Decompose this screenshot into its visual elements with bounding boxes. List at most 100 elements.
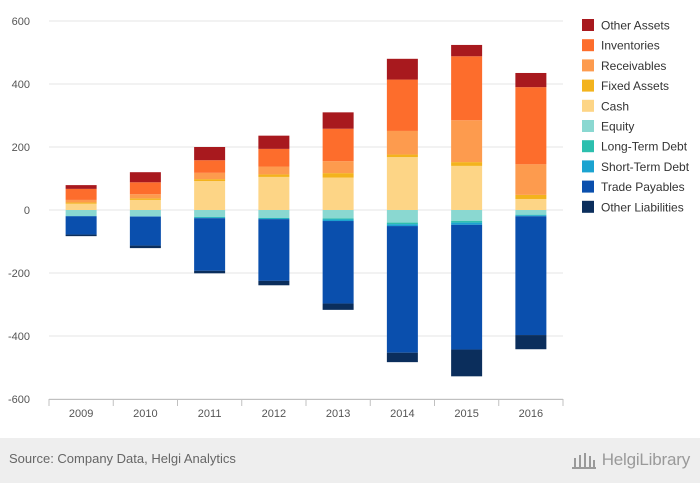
- y-tick-label: -600: [8, 394, 30, 406]
- bar-segment[interactable]: [386, 210, 418, 223]
- legend-label[interactable]: Short-Term Debt: [601, 160, 690, 174]
- bar-segment[interactable]: [322, 221, 354, 304]
- bar-segment[interactable]: [322, 303, 354, 310]
- bar-segment[interactable]: [386, 157, 418, 210]
- bar-segment[interactable]: [451, 165, 483, 210]
- bar-segment[interactable]: [451, 120, 483, 163]
- bar-segment[interactable]: [386, 79, 418, 131]
- bar-segment[interactable]: [65, 216, 97, 235]
- legend-swatch: [582, 99, 594, 112]
- bar-segment[interactable]: [451, 56, 483, 121]
- bar-segment[interactable]: [451, 44, 483, 57]
- bar-segment[interactable]: [515, 335, 547, 350]
- bar-segment[interactable]: [65, 234, 97, 237]
- bar-segment[interactable]: [451, 222, 483, 225]
- legend-label[interactable]: Receivables: [601, 59, 666, 73]
- bar-segment[interactable]: [258, 280, 290, 286]
- bar-segment[interactable]: [258, 166, 290, 175]
- bar-segment[interactable]: [515, 214, 547, 216]
- x-tick-label: 2014: [390, 408, 414, 420]
- legend-swatch: [582, 39, 594, 52]
- bar-segment[interactable]: [194, 218, 226, 271]
- legend-label[interactable]: Cash: [601, 99, 629, 113]
- legend-label[interactable]: Equity: [601, 120, 634, 134]
- brand-text: HelgiLibrary: [601, 450, 691, 469]
- bar-segment[interactable]: [515, 164, 547, 195]
- bar-segment[interactable]: [386, 222, 418, 225]
- legend-label[interactable]: Inventories: [601, 39, 660, 53]
- legend-label[interactable]: Other Assets: [601, 19, 670, 33]
- bar-segment[interactable]: [322, 128, 354, 162]
- bar-segment[interactable]: [258, 176, 290, 210]
- bar-segment[interactable]: [65, 188, 97, 200]
- bar-segment[interactable]: [129, 216, 161, 246]
- legend-label[interactable]: Other Liabilities: [601, 200, 684, 214]
- legend-swatch: [582, 120, 594, 132]
- bar-segment[interactable]: [194, 179, 226, 182]
- bar-segment[interactable]: [65, 203, 97, 210]
- bar-segment[interactable]: [129, 245, 161, 249]
- bar-segment[interactable]: [129, 210, 161, 217]
- bar-segment[interactable]: [194, 181, 226, 210]
- bar-segment[interactable]: [322, 219, 354, 222]
- bar-segment[interactable]: [194, 216, 226, 218]
- bar-segment[interactable]: [65, 210, 97, 216]
- bar-segment[interactable]: [386, 154, 418, 158]
- y-tick-label: -400: [8, 331, 30, 343]
- bar-segment[interactable]: [129, 194, 161, 199]
- bar-segment[interactable]: [322, 112, 354, 129]
- bar-segment[interactable]: [322, 210, 354, 219]
- bar-segment[interactable]: [515, 216, 547, 336]
- bar-segment[interactable]: [451, 221, 483, 223]
- bar-segment[interactable]: [258, 218, 290, 220]
- bar-segment[interactable]: [515, 72, 547, 88]
- bar-segment[interactable]: [451, 349, 483, 377]
- bar-segment[interactable]: [322, 173, 354, 178]
- x-tick-label: 2012: [262, 408, 286, 420]
- bar-segment[interactable]: [451, 210, 483, 222]
- bar-segment[interactable]: [258, 210, 290, 218]
- bar-segment[interactable]: [386, 352, 418, 363]
- bar-segment[interactable]: [386, 130, 418, 155]
- bar-segment[interactable]: [451, 162, 483, 166]
- bar-segment[interactable]: [194, 270, 226, 274]
- bar-segment[interactable]: [129, 199, 161, 210]
- bar-segment[interactable]: [386, 226, 418, 353]
- bar-segment[interactable]: [258, 219, 290, 281]
- bar-segment[interactable]: [65, 202, 97, 204]
- bar-segment[interactable]: [515, 215, 547, 217]
- bar-segment[interactable]: [65, 185, 97, 189]
- bar-segment[interactable]: [258, 217, 290, 219]
- bar-segment[interactable]: [515, 194, 547, 199]
- legend-label[interactable]: Long-Term Debt: [601, 140, 688, 154]
- source-note: Source: Company Data, Helgi Analytics: [9, 451, 236, 466]
- y-tick-label: 600: [12, 16, 30, 28]
- bar-segment[interactable]: [65, 199, 97, 203]
- bar-segment[interactable]: [129, 172, 161, 183]
- legend-label[interactable]: Fixed Assets: [601, 79, 669, 93]
- bar-segment[interactable]: [515, 198, 547, 210]
- bar-segment[interactable]: [258, 174, 290, 177]
- legend-swatch: [582, 140, 594, 153]
- bar-segment[interactable]: [451, 224, 483, 350]
- bar-segment[interactable]: [386, 224, 418, 227]
- bar-segment[interactable]: [194, 147, 226, 161]
- legend-swatch: [582, 19, 594, 31]
- bar-segment[interactable]: [322, 177, 354, 210]
- bar-segment[interactable]: [258, 135, 290, 149]
- y-axis: -600 -400 -200 0 200 400 600: [8, 16, 30, 406]
- bar-segment[interactable]: [194, 210, 226, 217]
- bar-segment[interactable]: [194, 217, 226, 219]
- bar-segment[interactable]: [194, 172, 226, 180]
- bar-segment[interactable]: [258, 148, 290, 167]
- legend-label[interactable]: Trade Payables: [601, 180, 685, 194]
- bar-segment[interactable]: [322, 161, 354, 174]
- bar-segment[interactable]: [515, 210, 547, 215]
- bar-segment[interactable]: [386, 58, 418, 80]
- bar-segment[interactable]: [194, 160, 226, 173]
- brand-logo[interactable]: HelgiLibrary: [571, 448, 690, 472]
- bar-segment[interactable]: [515, 87, 547, 165]
- bar-segment[interactable]: [129, 198, 161, 200]
- bar-segment[interactable]: [129, 182, 161, 195]
- bar-segment[interactable]: [322, 218, 354, 220]
